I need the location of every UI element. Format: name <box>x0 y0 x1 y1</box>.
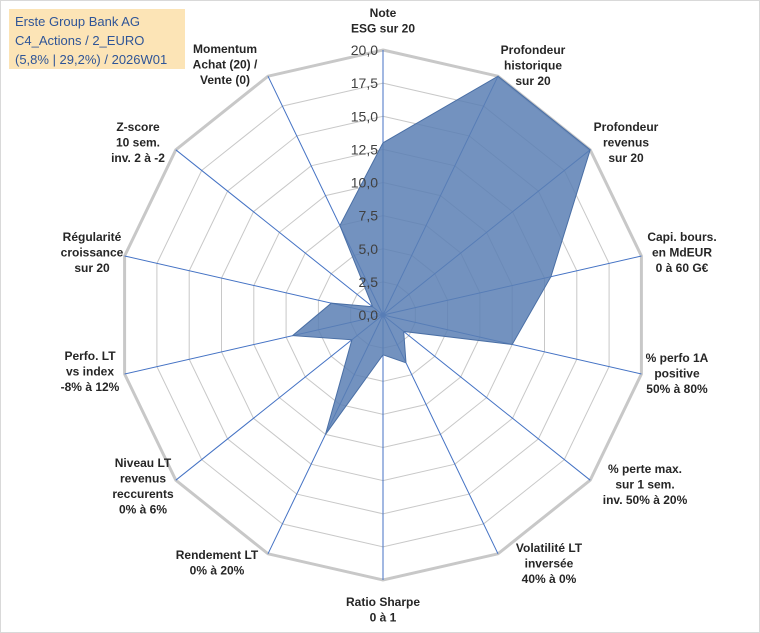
axis-label-0-line-1: ESG sur 20 <box>351 22 415 36</box>
spoke-12 <box>175 149 384 316</box>
axis-label-0: Note ESG sur 20 <box>351 6 415 36</box>
series-point-13 <box>339 225 341 226</box>
series-point-9 <box>351 339 353 341</box>
axis-label-5-line-1: sur 1 sem. <box>615 478 674 492</box>
series-point-2 <box>589 149 591 151</box>
axis-label-12: Z-score 10 sem.inv. 2 à -2 <box>111 120 165 165</box>
axis-label-13-line-2: Vente (0) <box>200 73 250 87</box>
series-point-4 <box>511 344 513 345</box>
axis-label-13-line-0: Momentum <box>193 42 257 56</box>
axis-label-12-line-0: Z-score <box>116 120 160 134</box>
series-area-0 <box>291 75 591 435</box>
axis-label-8-line-0: Rendement LT <box>176 548 259 562</box>
series-point-3 <box>550 276 552 278</box>
chart-title-box: Erste Group Bank AG C4_Actions / 2_EURO … <box>9 9 185 69</box>
title-line-company: Erste Group Bank AG <box>15 14 141 29</box>
axis-label-5: % perte max. sur 1 sem.inv. 50% à 20% <box>603 462 688 507</box>
axis-label-7: Ratio Sharpe 0 à 1 <box>346 595 420 625</box>
axis-label-3-line-1: en MdEUR <box>652 246 712 260</box>
tick-label-0: 0,0 <box>359 307 379 323</box>
tick-label-7: 17,5 <box>351 75 378 91</box>
axis-label-9-line-1: revenus <box>120 472 166 486</box>
axis-label-10-line-2: -8% à 12% <box>61 380 120 394</box>
series-point-7 <box>382 354 384 356</box>
axis-label-7-line-1: 0 à 1 <box>370 611 397 625</box>
series-point-0 <box>382 142 384 144</box>
axis-label-8-line-1: 0% à 20% <box>190 564 245 578</box>
axis-label-5-line-0: % perte max. <box>608 462 682 476</box>
title-line-stats: (5,8% | 29,2%) / 2026W01 <box>15 52 168 67</box>
axis-label-9-line-2: reccurents <box>112 487 174 501</box>
axis-label-9-line-0: Niveau LT <box>115 456 172 470</box>
tick-label-4: 10,0 <box>351 175 378 191</box>
axis-label-10-line-1: vs index <box>66 365 114 379</box>
axis-label-1-line-1: historique <box>504 59 562 73</box>
axis-label-13: Momentum Achat (20) /Vente (0) <box>193 42 258 87</box>
axis-label-10-line-0: Perfo. LT <box>64 349 116 363</box>
radar-tick-labels: 0,0 2,5 5,0 7,5 10,0 12,5 15,0 17,5 20,0 <box>351 42 378 323</box>
series-point-6 <box>405 362 407 364</box>
axis-label-6-line-1: inversée <box>525 557 574 571</box>
tick-label-6: 15,0 <box>351 108 378 124</box>
spoke-5 <box>382 314 591 481</box>
tick-label-3: 7,5 <box>359 208 379 224</box>
series-point-12 <box>372 306 374 308</box>
series-point-10 <box>292 335 294 337</box>
axis-label-11-line-2: sur 20 <box>74 261 110 275</box>
series-point-5 <box>403 331 405 332</box>
axis-label-4-line-1: positive <box>654 367 700 381</box>
axis-label-5-line-2: inv. 50% à 20% <box>603 493 688 507</box>
axis-label-2-line-2: sur 20 <box>608 151 644 165</box>
axis-label-1-line-0: Profondeur <box>501 43 566 57</box>
axis-label-7-line-0: Ratio Sharpe <box>346 595 420 609</box>
axis-label-1-line-2: sur 20 <box>515 74 551 88</box>
tick-label-8: 20,0 <box>351 42 378 58</box>
axis-label-8: Rendement LT 0% à 20% <box>176 548 259 578</box>
axis-label-4-line-2: 50% à 80% <box>646 382 708 396</box>
tick-label-5: 12,5 <box>351 141 378 157</box>
radar-series-layer <box>291 75 591 435</box>
axis-label-6-line-0: Volatilité LT <box>516 541 583 555</box>
series-point-8 <box>325 433 326 435</box>
axis-label-4-line-0: % perfo 1A <box>646 351 709 365</box>
axis-label-6-line-2: 40% à 0% <box>522 572 577 586</box>
tick-label-2: 5,0 <box>359 241 379 257</box>
axis-label-11-line-1: croissance <box>61 246 124 260</box>
axis-label-2-line-1: revenus <box>603 136 649 150</box>
axis-label-12-line-2: inv. 2 à -2 <box>111 151 165 165</box>
series-point-1 <box>497 75 499 77</box>
series-point-11 <box>330 302 332 304</box>
axis-label-0-line-0: Note <box>370 6 397 20</box>
axis-label-3-line-0: Capi. bours. <box>647 230 716 244</box>
axis-label-2-line-0: Profondeur <box>594 120 659 134</box>
title-line-category: C4_Actions / 2_EURO <box>15 33 145 48</box>
axis-label-13-line-1: Achat (20) / <box>193 58 258 72</box>
axis-label-3-line-2: 0 à 60 G€ <box>656 261 709 275</box>
axis-label-10: Perfo. LT vs index-8% à 12% <box>61 349 120 394</box>
tick-label-1: 2,5 <box>359 274 379 290</box>
axis-label-11-line-0: Régularité <box>63 230 122 244</box>
axis-label-9-line-3: 0% à 6% <box>119 503 167 517</box>
axis-label-12-line-1: 10 sem. <box>116 136 160 150</box>
spoke-9 <box>175 314 384 481</box>
